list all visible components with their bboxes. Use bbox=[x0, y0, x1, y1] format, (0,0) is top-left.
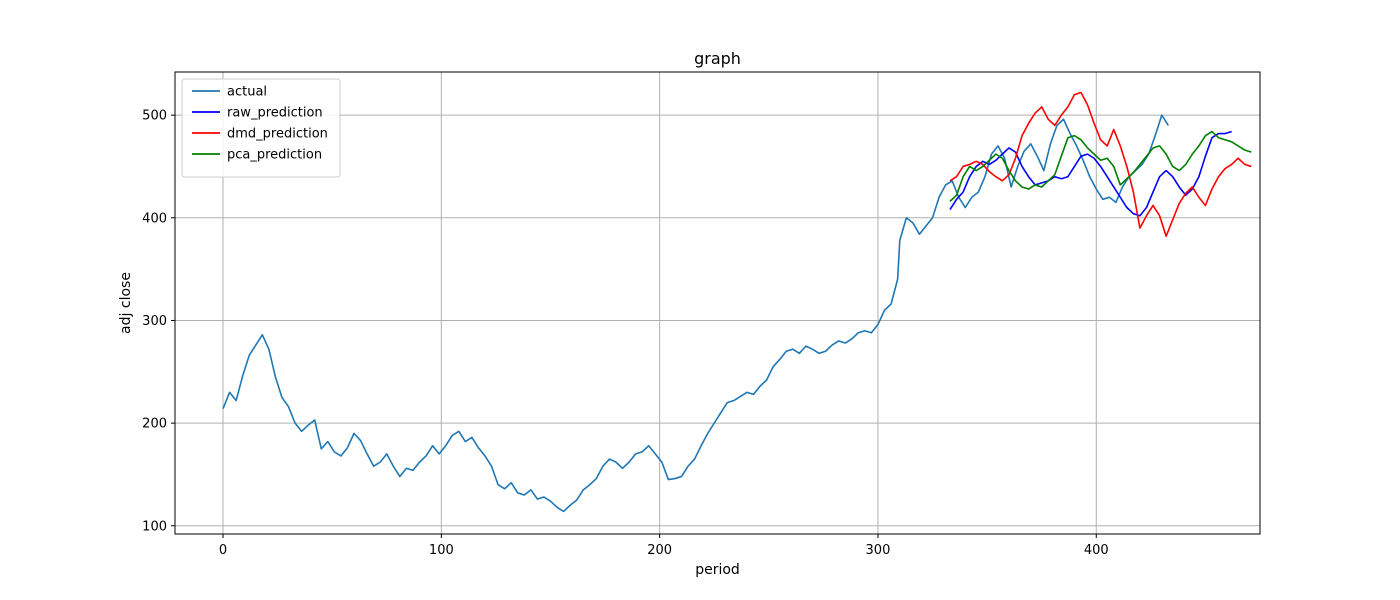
y-tick-label: 100 bbox=[142, 519, 167, 534]
x-axis-label: period bbox=[695, 562, 740, 578]
x-tick-label: 400 bbox=[1084, 543, 1109, 558]
grid bbox=[175, 72, 1260, 534]
series-line-pca-prediction bbox=[949, 130, 1252, 202]
ticks: 0 100 200 300 400 100 200 300 400 500 bbox=[142, 109, 1109, 558]
y-tick-label: 400 bbox=[142, 211, 167, 226]
legend: actual raw_prediction dmd_prediction pca_pr… bbox=[181, 78, 341, 178]
x-tick-label: 0 bbox=[219, 543, 227, 558]
x-tick-label: 100 bbox=[429, 543, 454, 558]
y-tick-label: 200 bbox=[142, 417, 167, 432]
y-tick-label: 300 bbox=[142, 314, 167, 329]
axes-frame bbox=[174, 71, 1261, 535]
y-tick-label: 500 bbox=[142, 109, 167, 124]
x-tick-label: 300 bbox=[866, 543, 891, 558]
x-tick-label: 200 bbox=[647, 543, 672, 558]
legend-label-pca-prediction: pca_prediction bbox=[227, 148, 322, 163]
legend-label-actual: actual bbox=[227, 85, 267, 100]
legend-box bbox=[181, 78, 341, 178]
chart-title: graph bbox=[694, 49, 741, 68]
legend-label-dmd-prediction: dmd_prediction bbox=[227, 127, 328, 142]
series-line-actual bbox=[222, 114, 1169, 513]
series-line-dmd-prediction bbox=[949, 91, 1252, 238]
plot-area bbox=[222, 91, 1252, 513]
legend-label-raw-prediction: raw_prediction bbox=[227, 106, 323, 121]
y-axis-label: adj close bbox=[118, 272, 134, 334]
